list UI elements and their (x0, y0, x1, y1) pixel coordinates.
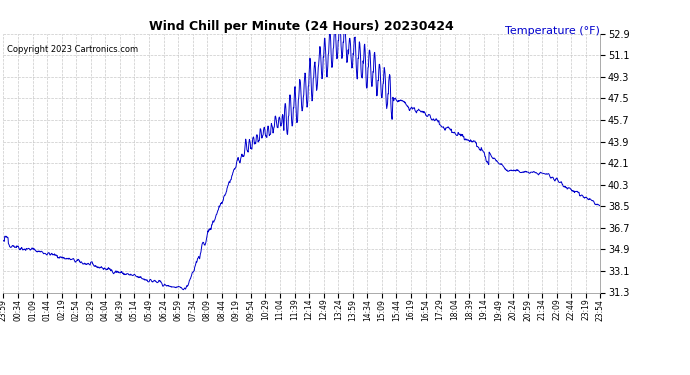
Title: Wind Chill per Minute (24 Hours) 20230424: Wind Chill per Minute (24 Hours) 2023042… (150, 20, 454, 33)
Text: Copyright 2023 Cartronics.com: Copyright 2023 Cartronics.com (7, 45, 138, 54)
Text: Temperature (°F): Temperature (°F) (505, 26, 600, 36)
